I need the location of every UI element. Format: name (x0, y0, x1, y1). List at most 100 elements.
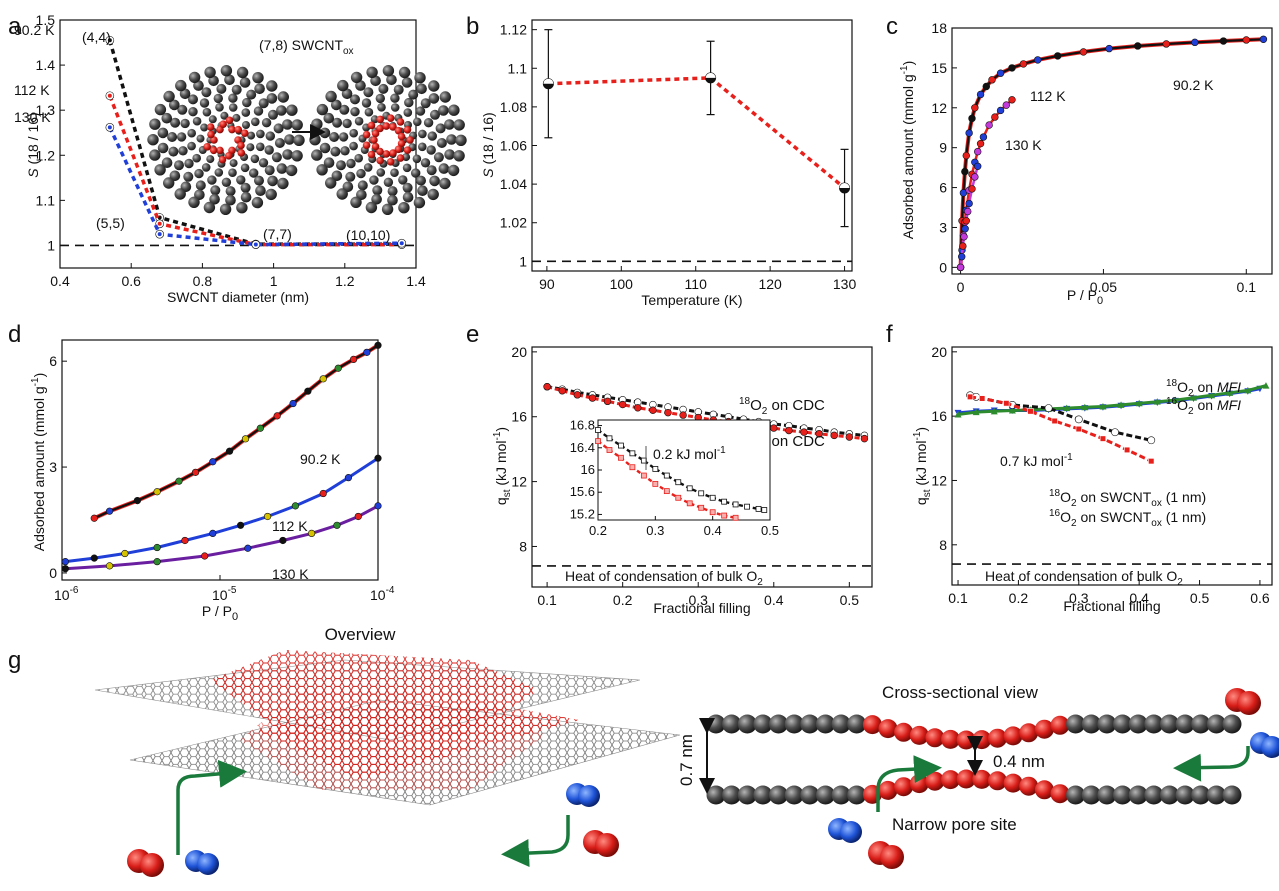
carbon-atom (179, 88, 191, 100)
oxygenated-carbon-atom (894, 777, 914, 797)
data-point (225, 447, 234, 455)
carbon-atom (231, 84, 242, 95)
carbon-atom (236, 66, 249, 79)
carbon-atom (453, 119, 465, 131)
panel-letter-g: g (8, 647, 21, 674)
chart-c: 0 0.05 0.1 0 3 6 9 12 15 18 90.2 K 112 K 130 K P / P0… (899, 20, 1273, 307)
inset-data-point (675, 479, 682, 486)
oxygen-atom (389, 149, 397, 157)
inset-data-point (698, 504, 705, 511)
data-point (664, 408, 672, 417)
carbon-atom (398, 66, 411, 79)
oxygen-atom (397, 132, 406, 141)
data-point (1075, 425, 1082, 433)
y-tick-label: 1.1 (36, 192, 56, 208)
y-tick-label: 8 (519, 538, 527, 554)
x-tick-label: 0.6 (1250, 590, 1270, 606)
nanotube-pristine (147, 65, 305, 215)
y-tick-label: 20 (511, 344, 527, 360)
carbon-atom (209, 194, 220, 205)
y-tick-label: 1.08 (500, 99, 527, 115)
carbon-atom (417, 185, 428, 196)
y-tick-label: 3 (49, 459, 57, 475)
x-tick-label: 0.3 (688, 592, 708, 608)
carbon-atom (438, 105, 449, 116)
carbon-atom (203, 201, 216, 214)
carbon-atom (240, 182, 251, 193)
carbon-atom (256, 129, 265, 139)
inset-data-point (698, 490, 705, 497)
carbon-atom (354, 153, 364, 163)
oxygen-atom (382, 150, 391, 158)
oxygenated-carbon-atom (862, 715, 882, 735)
carbon-atom (220, 111, 229, 120)
carbon-atom (1175, 785, 1195, 805)
carbon-atom (350, 196, 362, 208)
oxygen-atom (237, 149, 246, 157)
carbon-atom (1222, 785, 1242, 805)
carbon-atom (201, 87, 212, 98)
oxygen-atom (403, 146, 412, 154)
carbon-atom (175, 79, 187, 92)
inset-x-tick-label: 0.5 (761, 523, 779, 538)
carbon-atom (403, 108, 413, 117)
inset-data-point (675, 494, 682, 501)
oxygen-atom (382, 122, 391, 130)
carbon-atom (800, 785, 820, 805)
data-point (1135, 399, 1143, 407)
inset-data-point (755, 505, 762, 512)
carbon-atom (224, 74, 235, 86)
oxygen-atom (367, 150, 376, 159)
data-point (958, 253, 966, 261)
carbon-atom (411, 168, 421, 178)
series-label-130K: 130 K (272, 566, 309, 582)
carbon-atom (154, 164, 166, 176)
data-point (1099, 403, 1107, 410)
carbon-atom (346, 158, 356, 169)
data-point (209, 529, 217, 538)
o2-molecule-red (127, 849, 164, 877)
oxygenated-carbon-atom (894, 722, 914, 742)
carbon-atom (282, 149, 293, 160)
carbon-atom (1097, 714, 1117, 734)
data-point (1111, 428, 1119, 437)
carbon-atom (363, 87, 374, 98)
carbon-atom (1128, 785, 1148, 805)
carbon-atom (267, 175, 278, 187)
carbon-atom (387, 186, 398, 197)
cross-section-bottom-layer (706, 769, 1242, 805)
data-point (990, 407, 998, 415)
y-tick-label: 12 (931, 472, 947, 488)
oxygenated-carbon-atom (1019, 776, 1039, 796)
oxygenated-carbon-atom (1034, 780, 1054, 800)
plot-frame (531, 19, 853, 272)
data-point-half (543, 78, 554, 84)
inset-data-point (606, 447, 613, 453)
carbon-atom (816, 714, 835, 734)
carbon-atom (365, 201, 378, 214)
x-axis-label: P / P0 (1067, 287, 1103, 307)
oxygen-atom (371, 129, 380, 138)
data-point-core (253, 242, 258, 247)
data-point (1008, 96, 1016, 104)
carbon-atom (220, 65, 233, 77)
y-tick-label: 6 (939, 180, 947, 196)
carbon-atom (206, 155, 215, 164)
oxygen-atom (386, 158, 395, 166)
carbon-atom (1066, 785, 1086, 805)
carbon-atom (282, 119, 293, 130)
data-point (1242, 36, 1250, 44)
carbon-atom (188, 71, 201, 84)
data-point (354, 512, 362, 521)
oxygen-atom (225, 152, 233, 160)
carbon-atom (435, 123, 446, 134)
carbon-atom (447, 164, 460, 177)
oxygenated-carbon-atom (941, 729, 960, 749)
data-point-core (399, 241, 404, 246)
data-point (1081, 403, 1089, 411)
carbon-atom (276, 163, 288, 174)
series-line (546, 385, 865, 441)
entry-arrow (876, 755, 942, 812)
series-line (108, 39, 402, 246)
